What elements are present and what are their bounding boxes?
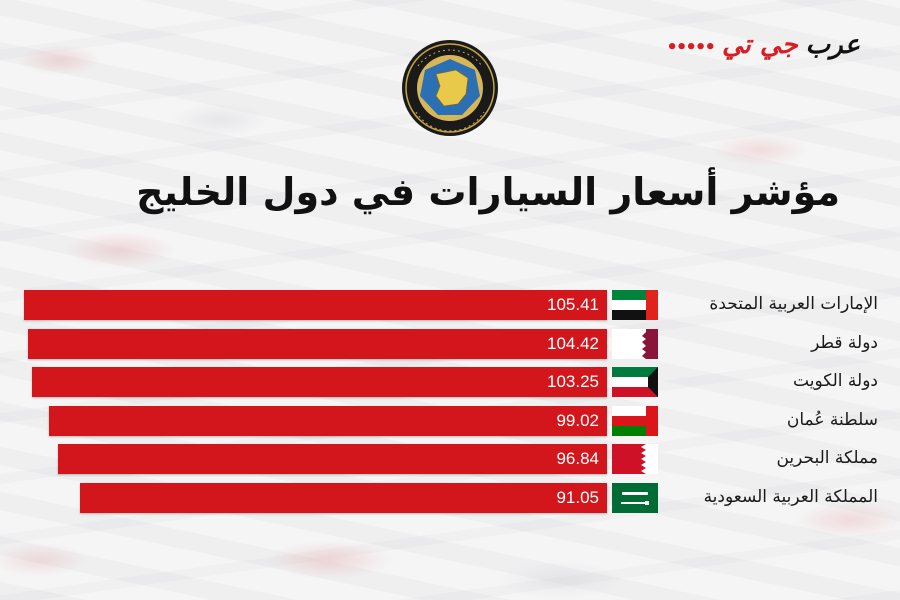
bar-value-label: 104.42 — [547, 333, 599, 353]
bar-5 — [80, 482, 607, 513]
bar-2 — [32, 367, 607, 397]
brand-logo-dots: ••••• — [666, 37, 716, 58]
brand-logo: عرب جي تي ••••• — [666, 30, 860, 60]
category-label: سلطنة عُمان — [786, 409, 878, 430]
bahrain-flag-icon — [612, 444, 658, 474]
bar-0 — [24, 290, 607, 320]
gcc-emblem-icon — [402, 40, 498, 136]
category-label: الإمارات العربية المتحدة — [709, 294, 878, 314]
saudi-flag-icon — [612, 482, 658, 513]
category-label: دولة قطر — [811, 332, 878, 353]
kuwait-flag-icon — [612, 367, 658, 397]
bar-value-label: 105.41 — [547, 295, 599, 314]
bar-value-label: 96.84 — [556, 449, 599, 468]
brand-logo-part1: عرب — [805, 30, 860, 60]
uae-flag-icon — [612, 290, 658, 320]
bar-value-label: 99.02 — [556, 410, 599, 430]
category-label: مملكة البحرين — [776, 448, 878, 468]
bar-value-label: 103.25 — [547, 372, 599, 391]
bar-4 — [58, 444, 607, 474]
qatar-flag-icon — [612, 328, 658, 359]
chart-title: مؤشر أسعار السيارات في دول الخليج — [136, 170, 840, 214]
category-label: دولة الكويت — [793, 371, 878, 391]
bar-3 — [49, 405, 607, 436]
brand-logo-part2: جي تي — [721, 30, 798, 60]
category-label: المملكة العربية السعودية — [703, 486, 878, 507]
oman-flag-icon — [612, 405, 658, 436]
bar-1 — [28, 328, 607, 359]
bar-value-label: 91.05 — [556, 487, 599, 507]
